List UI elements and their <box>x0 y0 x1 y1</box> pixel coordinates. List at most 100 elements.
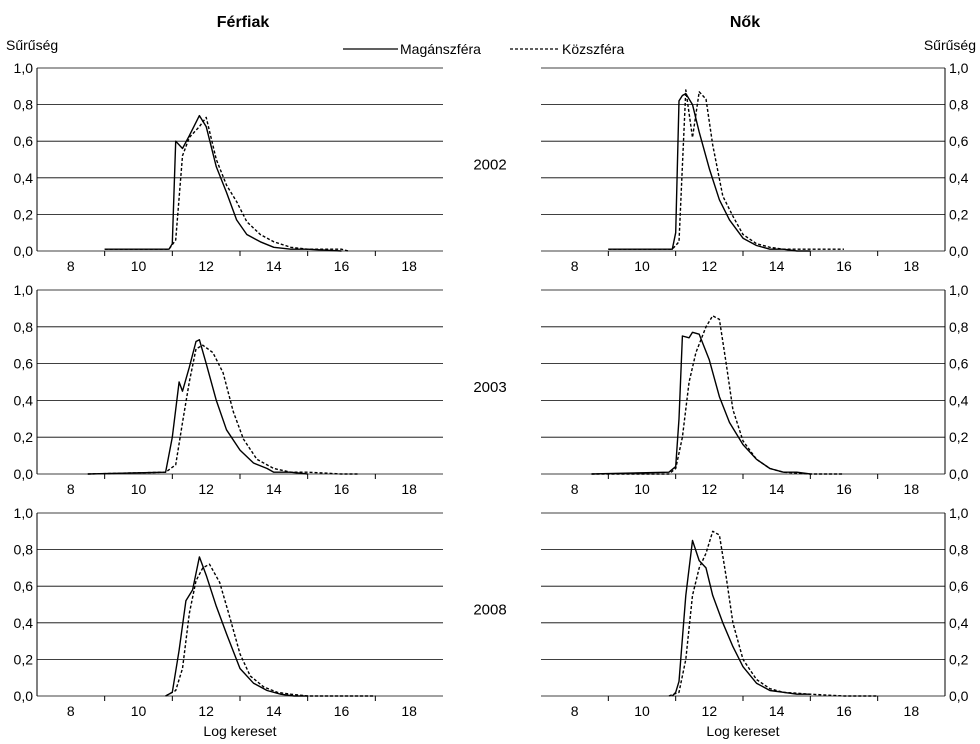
y-tick-label: 0,2 <box>14 429 34 445</box>
y-tick-label: 0,6 <box>14 133 34 149</box>
series-line-public <box>104 116 349 252</box>
x-tick-label: 12 <box>198 258 214 274</box>
y-tick-label: 0,6 <box>14 578 34 594</box>
y-tick-label: 0,4 <box>14 392 34 408</box>
x-tick-label: 8 <box>571 703 579 719</box>
x-tick-label: 16 <box>334 703 350 719</box>
y-tick-label: 0,8 <box>14 542 34 558</box>
series-line-public <box>591 315 844 475</box>
y-tick-label: 0,0 <box>949 243 969 259</box>
x-tick-label: 14 <box>266 258 282 274</box>
y-tick-label: 1,0 <box>949 60 969 76</box>
panel-right-2002: 0,0 0,2 0,4 0,6 0,8 1,0 8 10 12 14 16 18 <box>541 60 969 274</box>
year-label: 2002 <box>473 157 506 174</box>
x-tick-label: 18 <box>401 703 417 719</box>
series-line-public <box>668 530 878 697</box>
year-label: 2003 <box>473 379 506 396</box>
right-y-axis-label: Sűrűség <box>924 37 976 53</box>
y-tick-label: 0,8 <box>949 97 969 113</box>
panel-left-2003: 0,0 0,2 0,4 0,6 0,8 1,0 8 10 12 14 16 18 <box>14 282 443 497</box>
x-tick-label: 10 <box>131 258 147 274</box>
series-line-private <box>87 339 308 475</box>
y-tick-label: 0,4 <box>949 392 969 408</box>
x-tick-label: 8 <box>67 481 75 497</box>
series-line-private <box>608 92 811 252</box>
series-line-private <box>591 331 811 475</box>
y-tick-label: 0,6 <box>949 133 969 149</box>
x-tick-label: 16 <box>836 703 852 719</box>
x-tick-label: 16 <box>334 258 350 274</box>
y-tick-label: 0,2 <box>949 206 969 222</box>
y-tick-label: 0,2 <box>14 206 34 222</box>
y-tick-label: 0,4 <box>14 170 34 186</box>
series-line-private <box>165 556 308 697</box>
y-tick-label: 0,2 <box>14 651 34 667</box>
y-tick-label: 0,4 <box>949 170 969 186</box>
y-tick-label: 0,8 <box>949 542 969 558</box>
x-tick-label: 18 <box>904 703 920 719</box>
x-axis-title: Log kereset <box>203 723 276 739</box>
series-line-public <box>87 344 359 475</box>
x-tick-label: 12 <box>702 258 718 274</box>
x-tick-label: 18 <box>401 481 417 497</box>
y-tick-label: 0,2 <box>949 429 969 445</box>
x-tick-label: 14 <box>769 481 785 497</box>
panel-right-2008: 0,0 0,2 0,4 0,6 0,8 1,0 8 10 12 14 16 18 Log kereset <box>541 505 969 739</box>
x-tick-label: 8 <box>67 258 75 274</box>
x-tick-label: 12 <box>198 703 214 719</box>
x-tick-label: 10 <box>634 481 650 497</box>
x-tick-label: 12 <box>198 481 214 497</box>
legend: Magánszféra Közszféra <box>343 41 624 57</box>
y-tick-label: 1,0 <box>14 505 34 521</box>
x-tick-label: 14 <box>769 703 785 719</box>
legend-private-label: Magánszféra <box>400 41 481 57</box>
x-tick-label: 16 <box>836 481 852 497</box>
y-tick-label: 0,4 <box>949 615 969 631</box>
x-tick-label: 18 <box>904 258 920 274</box>
y-tick-label: 0,6 <box>949 578 969 594</box>
left-column-title: Férfiak <box>217 14 270 31</box>
y-tick-label: 1,0 <box>14 282 34 298</box>
x-tick-label: 18 <box>904 481 920 497</box>
y-tick-label: 0,4 <box>14 615 34 631</box>
x-tick-label: 18 <box>401 258 417 274</box>
x-tick-label: 14 <box>769 258 785 274</box>
y-tick-label: 0,0 <box>14 688 34 704</box>
x-tick-label: 8 <box>67 703 75 719</box>
y-tick-label: 0,0 <box>14 243 34 259</box>
y-tick-label: 0,6 <box>949 356 969 372</box>
y-tick-label: 0,6 <box>14 356 34 372</box>
y-tick-label: 0,2 <box>949 651 969 667</box>
x-tick-label: 10 <box>131 703 147 719</box>
x-tick-label: 12 <box>702 703 718 719</box>
x-tick-label: 8 <box>571 258 579 274</box>
x-tick-label: 10 <box>634 703 650 719</box>
y-tick-label: 1,0 <box>949 282 969 298</box>
y-tick-label: 0,0 <box>949 466 969 482</box>
x-axis-title: Log kereset <box>706 723 779 739</box>
panel-left-2008: 0,0 0,2 0,4 0,6 0,8 1,0 8 10 12 14 16 18 Log kereset <box>14 505 443 739</box>
y-tick-label: 0,8 <box>14 319 34 335</box>
right-column-title: Nők <box>730 14 760 31</box>
y-tick-label: 0,8 <box>949 319 969 335</box>
year-label: 2008 <box>473 602 506 619</box>
series-line-private <box>104 114 342 252</box>
x-tick-label: 8 <box>571 481 579 497</box>
x-tick-label: 12 <box>702 481 718 497</box>
y-tick-label: 0,0 <box>949 688 969 704</box>
series-line-public <box>165 563 376 697</box>
x-tick-label: 10 <box>634 258 650 274</box>
legend-public-label: Közszféra <box>562 41 624 57</box>
y-tick-label: 0,8 <box>14 97 34 113</box>
left-y-axis-label: Sűrűség <box>6 37 58 53</box>
x-tick-label: 16 <box>334 481 350 497</box>
x-tick-label: 14 <box>266 703 282 719</box>
y-tick-label: 1,0 <box>949 505 969 521</box>
y-tick-label: 1,0 <box>14 60 34 76</box>
x-tick-label: 16 <box>836 258 852 274</box>
x-tick-label: 10 <box>131 481 147 497</box>
series-line-public <box>608 89 844 250</box>
panel-right-2003: 0,0 0,2 0,4 0,6 0,8 1,0 8 10 12 14 16 18 <box>541 282 969 497</box>
x-tick-label: 14 <box>266 481 282 497</box>
